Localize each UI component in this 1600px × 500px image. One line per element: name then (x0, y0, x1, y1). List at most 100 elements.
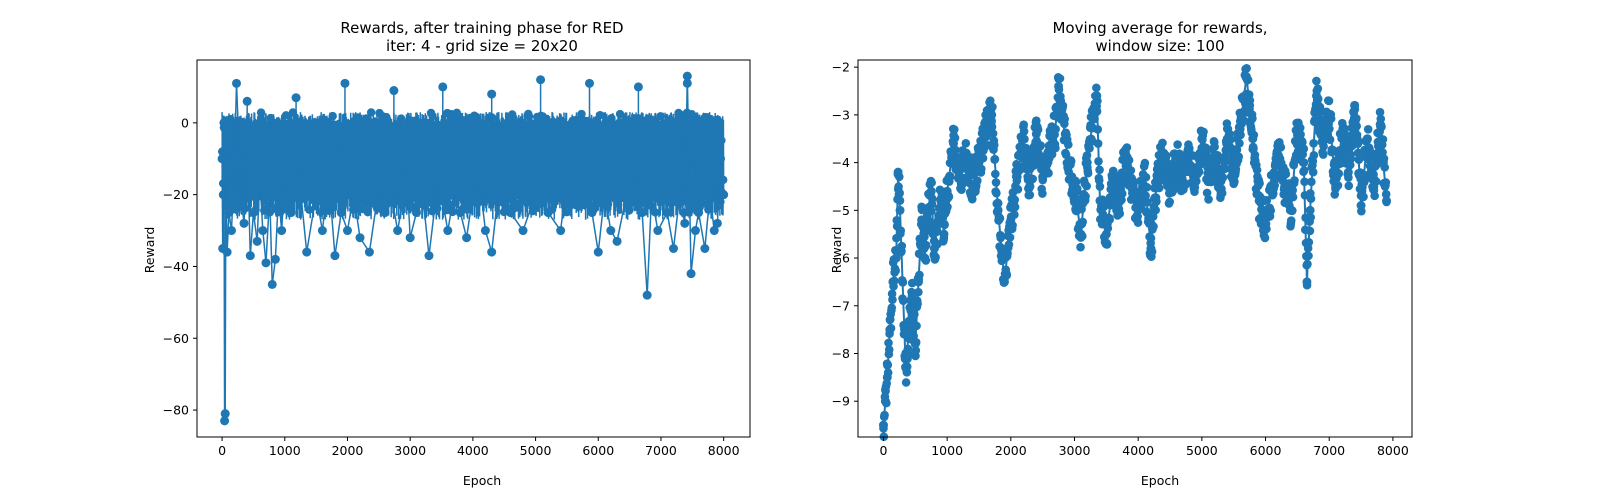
band-point (1019, 127, 1029, 136)
band-point (1038, 189, 1047, 198)
band-point (601, 177, 610, 187)
band-point (237, 117, 247, 127)
band-point (304, 205, 314, 214)
band-point (524, 109, 533, 119)
band-point (687, 110, 696, 119)
x-tick-label: 7000 (1313, 443, 1345, 458)
series-segment (1379, 124, 1385, 163)
band-point (414, 174, 423, 183)
series-segment (942, 191, 949, 235)
band-point (280, 160, 289, 169)
series-segment (262, 230, 267, 263)
series-segment (1245, 76, 1251, 106)
series-segment (230, 158, 236, 231)
band-point (673, 138, 683, 148)
band-point (315, 156, 325, 165)
series-segment (1016, 138, 1025, 178)
x-tick-label: 5000 (1186, 443, 1218, 458)
outlier-point (291, 93, 301, 103)
series-segment (284, 176, 292, 213)
band-point (518, 144, 527, 153)
band-point (650, 175, 659, 184)
band-point (567, 122, 577, 132)
band-point (470, 111, 479, 120)
band-point (455, 152, 464, 162)
series-segment (428, 176, 440, 256)
band-point (412, 124, 422, 133)
band-point (422, 176, 432, 186)
band-point (290, 145, 300, 154)
band-point (640, 167, 649, 177)
series-segment (396, 176, 408, 231)
series-segment (1315, 95, 1324, 139)
band-point (453, 183, 463, 193)
band-point (563, 157, 572, 167)
series-segment (1194, 138, 1203, 182)
band-point (1151, 205, 1160, 215)
y-tick-label: −6 (832, 251, 850, 266)
series-segment (1296, 129, 1305, 163)
band-point (378, 112, 387, 121)
series-segment (923, 210, 930, 259)
band-point (1140, 158, 1150, 168)
band-point (504, 139, 513, 148)
rewards-series-band (218, 75, 728, 220)
band-point (366, 108, 376, 117)
band-point (320, 145, 330, 154)
band-point (430, 123, 440, 132)
series-segment (1226, 138, 1235, 178)
band-point (319, 115, 329, 124)
band-point (588, 163, 598, 172)
series-segment (946, 143, 955, 192)
band-point (468, 133, 478, 142)
band-point (719, 175, 728, 185)
band-point (550, 133, 559, 143)
band-point (251, 181, 260, 191)
band-point (449, 141, 458, 151)
band-point (289, 120, 299, 129)
series-segment (641, 212, 648, 296)
series-segment (965, 152, 974, 187)
series-segment (716, 158, 722, 224)
band-point (566, 140, 576, 150)
band-point (1092, 83, 1101, 93)
series-segment (646, 194, 653, 296)
series-segment (978, 133, 987, 163)
series-segment (258, 176, 264, 231)
band-point (1199, 127, 1208, 137)
band-point (609, 125, 618, 134)
outlier-point (242, 96, 252, 106)
series-segment (616, 194, 628, 242)
x-tick-label: 0 (879, 443, 887, 458)
band-point (527, 148, 536, 157)
band-point (323, 135, 333, 145)
series-segment (1188, 148, 1197, 182)
band-point (927, 178, 936, 187)
band-point (1324, 96, 1334, 106)
band-point (666, 116, 675, 125)
data-point (330, 251, 340, 261)
band-point (310, 150, 319, 159)
band-point (563, 129, 573, 139)
rewards-axis-ticks: 0 1000 2000 3000 4000 5000 6000 7000 8000 0 −20 −40… (163, 115, 740, 458)
y-tick-label: −20 (163, 187, 189, 202)
band-point (1115, 209, 1125, 218)
band-point (300, 191, 309, 200)
band-point (520, 182, 530, 192)
band-point (550, 176, 559, 186)
band-point (570, 173, 580, 182)
series-segment (1073, 186, 1082, 235)
band-point (441, 166, 450, 176)
series-segment (265, 194, 271, 263)
band-point (548, 156, 557, 165)
band-point (1055, 74, 1065, 83)
series-segment (1277, 143, 1286, 187)
band-point (524, 127, 534, 136)
band-point (1248, 114, 1257, 123)
band-point (491, 124, 500, 134)
band-point (607, 185, 616, 194)
band-point (459, 130, 468, 140)
series-segment (522, 194, 537, 231)
band-point (621, 168, 630, 178)
band-point (368, 144, 377, 153)
